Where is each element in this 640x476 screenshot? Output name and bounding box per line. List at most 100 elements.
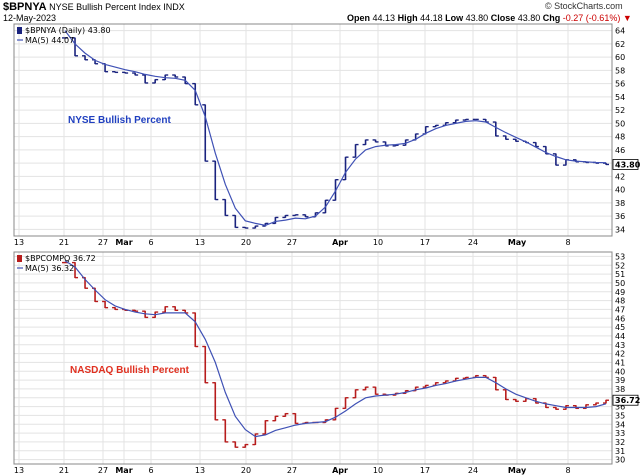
x-tick-label: 20 — [241, 466, 251, 475]
x-tick-label: 10 — [373, 238, 383, 247]
x-tick-label: 10 — [373, 466, 383, 475]
legend-symbol: $BPNYA (Daily) 43.80 — [25, 26, 111, 35]
x-tick-label: 13 — [14, 238, 24, 247]
y-tick-label: 43 — [615, 341, 625, 350]
y-tick-label: 50 — [615, 119, 625, 128]
y-tick-label: 36 — [615, 212, 625, 221]
legend-symbol: $BPCOMPQ 36.72 — [25, 254, 96, 263]
nyse-panel: 34363840424446485052545658606264132127Ma… — [13, 23, 640, 247]
y-tick-label: 36 — [615, 403, 625, 412]
y-tick-label: 52 — [615, 106, 625, 115]
chg-label: Chg — [542, 13, 561, 23]
y-tick-label: 62 — [615, 40, 625, 49]
x-tick-label: 8 — [565, 238, 570, 247]
x-tick-label: 21 — [59, 466, 69, 475]
y-tick-label: 33 — [615, 429, 625, 438]
high-value: 44.18 — [420, 13, 443, 23]
low-value: 43.80 — [465, 13, 489, 23]
stockcharts-credit: © StockCharts.com — [545, 1, 623, 11]
x-tick-label: Apr — [332, 238, 348, 247]
x-tick-label: 13 — [14, 466, 24, 475]
y-tick-label: 44 — [615, 332, 625, 341]
y-tick-label: 56 — [615, 80, 625, 89]
y-tick-label: 54 — [615, 93, 625, 102]
exchange: INDX — [163, 2, 185, 12]
x-tick-label: 27 — [287, 466, 297, 475]
open-label: Open — [347, 13, 371, 23]
y-tick-label: 42 — [615, 350, 625, 359]
legend-bar-swatch — [17, 27, 22, 34]
index-name: NYSE Bullish Percent Index — [49, 2, 161, 12]
y-tick-label: 58 — [615, 66, 625, 75]
x-tick-label: 6 — [148, 466, 153, 475]
y-tick-label: 49 — [615, 288, 625, 297]
y-tick-label: 32 — [615, 438, 625, 447]
y-tick-label: 30 — [615, 456, 625, 465]
nasdaq-panel: 3031323334353637383940414243444546474849… — [13, 251, 640, 475]
x-tick-label: Mar — [115, 466, 132, 475]
y-tick-label: 40 — [615, 367, 625, 376]
y-tick-label: 38 — [615, 385, 625, 394]
last-value-label: 36.72 — [615, 396, 640, 405]
x-tick-label: May — [508, 466, 527, 475]
x-tick-label: 8 — [565, 466, 570, 475]
y-tick-label: 35 — [615, 411, 625, 420]
series-annotation: NYSE Bullish Percent — [68, 115, 171, 126]
open-value: 44.13 — [372, 13, 396, 23]
y-tick-label: 31 — [615, 447, 625, 456]
legend-ma: MA(5) 36.32 — [25, 264, 74, 273]
last-value-box — [612, 159, 639, 170]
y-tick-label: 47 — [615, 305, 625, 314]
low-label: Low — [445, 13, 464, 23]
y-tick-label: 42 — [615, 172, 625, 181]
y-tick-label: 52 — [615, 261, 625, 270]
y-tick-label: 64 — [615, 27, 625, 36]
y-tick-label: 46 — [615, 146, 625, 155]
ma5-line — [64, 260, 607, 438]
x-tick-label: 21 — [59, 238, 69, 247]
last-value-label: 43.80 — [615, 160, 640, 169]
y-tick-label: 34 — [615, 420, 625, 429]
y-tick-label: 34 — [615, 225, 625, 234]
x-tick-label: 13 — [195, 238, 205, 247]
last-value-box — [612, 394, 639, 406]
y-tick-label: 41 — [615, 358, 625, 367]
x-tick-label: 24 — [468, 466, 478, 475]
y-tick-label: 60 — [615, 53, 625, 62]
series-annotation: NASDAQ Bullish Percent — [70, 365, 190, 376]
x-tick-label: 20 — [241, 238, 251, 247]
y-tick-label: 48 — [615, 297, 625, 306]
y-tick-label: 51 — [615, 270, 625, 279]
plot-frame — [13, 251, 613, 465]
close-value: 43.80 — [517, 13, 541, 23]
x-tick-label: 27 — [287, 238, 297, 247]
y-tick-label: 50 — [615, 279, 625, 288]
y-tick-label: 53 — [615, 252, 625, 261]
y-tick-label: 48 — [615, 133, 625, 142]
x-tick-label: May — [508, 238, 527, 247]
y-tick-label: 46 — [615, 314, 625, 323]
y-tick-label: 39 — [615, 376, 625, 385]
down-arrow-icon: ▼ — [622, 13, 632, 23]
close-label: Close — [490, 13, 516, 23]
x-tick-label: 17 — [420, 466, 430, 475]
plot-frame — [13, 23, 613, 237]
y-tick-label: 45 — [615, 323, 625, 332]
x-tick-label: 6 — [148, 238, 153, 247]
y-tick-label: 40 — [615, 186, 625, 195]
high-label: High — [397, 13, 418, 23]
x-tick-label: 27 — [98, 466, 108, 475]
x-tick-label: 13 — [195, 466, 205, 475]
x-tick-label: 24 — [468, 238, 478, 247]
legend-bar-swatch — [17, 255, 22, 262]
symbol: $BPNYA — [3, 1, 47, 13]
ma5-line — [64, 30, 607, 227]
x-tick-label: Mar — [115, 238, 132, 247]
ohlc-stats: Open 44.13 High 44.18 Low 43.80 Close 43… — [347, 13, 632, 23]
chart-date: 12-May-2023 — [3, 13, 57, 23]
x-tick-label: 27 — [98, 238, 108, 247]
y-tick-label: 38 — [615, 199, 625, 208]
x-tick-label: 17 — [420, 238, 430, 247]
